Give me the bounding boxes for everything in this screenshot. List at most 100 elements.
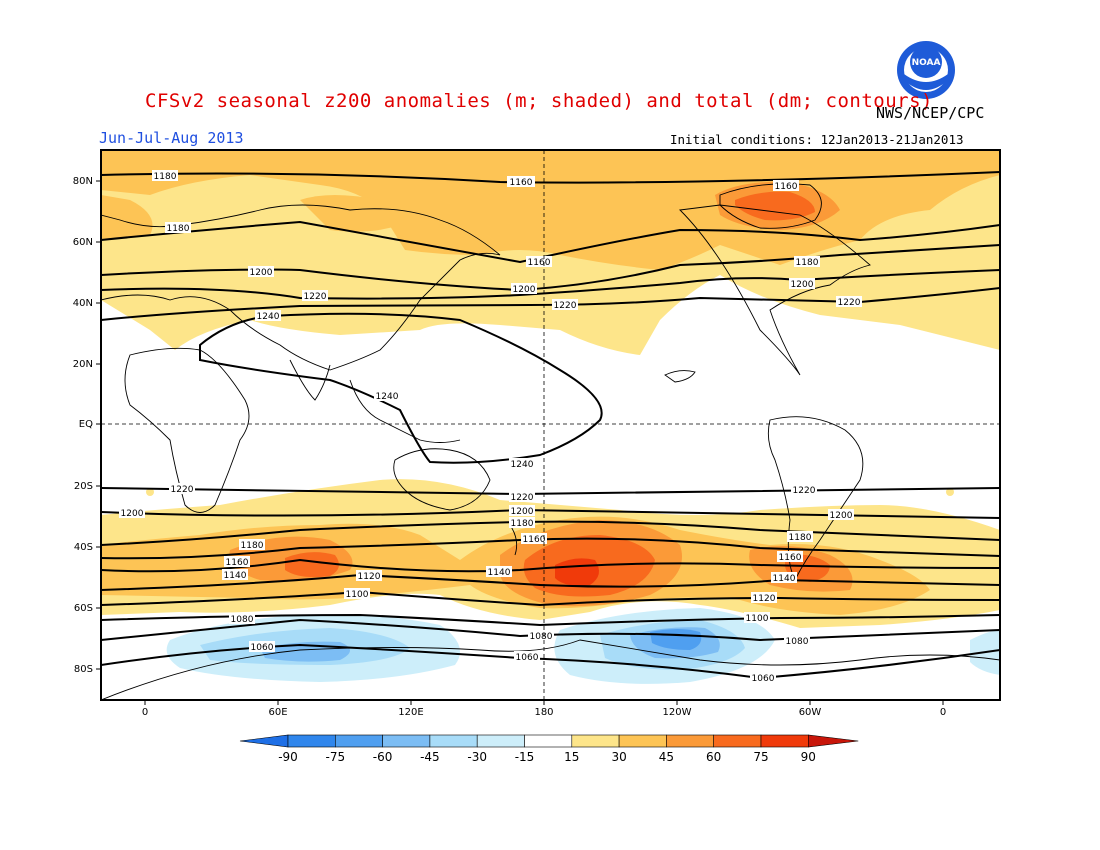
svg-text:1160: 1160 [523, 535, 546, 545]
contour-label-1160: 1160 [773, 180, 799, 192]
contour-label-1180: 1180 [239, 539, 265, 551]
colorbar-swatch [760, 734, 809, 748]
contour-label-1080: 1080 [229, 613, 255, 625]
contour-label-1140: 1140 [771, 572, 797, 584]
svg-text:1220: 1220 [511, 493, 534, 503]
svg-text:1180: 1180 [167, 224, 190, 234]
contour-label-1200: 1200 [789, 278, 815, 290]
noaa-logo-text: NOAA [912, 58, 941, 68]
lat-tick-80n: 80N [73, 176, 101, 187]
contour-label-1180: 1180 [794, 256, 820, 268]
contour-label-1220: 1220 [302, 290, 328, 302]
contour-label-1140: 1140 [486, 566, 512, 578]
svg-text:60E: 60E [268, 707, 287, 718]
lat-tick-60n: 60N [73, 237, 101, 248]
colorbar-label: 30 [611, 750, 626, 764]
svg-text:1220: 1220 [171, 485, 194, 495]
contour-label-1160: 1160 [224, 556, 250, 568]
svg-text:1200: 1200 [511, 507, 534, 517]
svg-text:80N: 80N [73, 176, 93, 187]
svg-text:60S: 60S [74, 603, 93, 614]
noaa-logo: NOAA [897, 41, 955, 99]
svg-text:40N: 40N [73, 298, 93, 309]
svg-text:1180: 1180 [789, 533, 812, 543]
colorbar-swatch [287, 734, 336, 748]
svg-text:1180: 1180 [796, 258, 819, 268]
contour-label-1240: 1240 [509, 458, 535, 470]
contour-label-1140: 1140 [222, 569, 248, 581]
contour-label-1200: 1200 [828, 509, 854, 521]
svg-text:1200: 1200 [121, 509, 144, 519]
contour-label-1200: 1200 [119, 507, 145, 519]
svg-text:1100: 1100 [746, 614, 769, 624]
svg-text:180: 180 [534, 707, 553, 718]
svg-text:1200: 1200 [513, 285, 536, 295]
svg-text:1180: 1180 [154, 172, 177, 182]
contour-label-1160: 1160 [507, 176, 535, 188]
colorbar: -90 -75 -60 -45 -30 -15 15 30 45 60 75 90 [239, 734, 859, 764]
colorbar-swatch [524, 734, 573, 748]
svg-text:1220: 1220 [554, 301, 577, 311]
svg-text:1200: 1200 [250, 268, 273, 278]
svg-text:EQ: EQ [79, 419, 93, 430]
contour-label-1160: 1160 [777, 551, 803, 563]
contour-label-1120: 1120 [751, 592, 777, 604]
contour-label-1220: 1220 [791, 484, 817, 496]
initial-conditions-label: Initial conditions: 12Jan2013-21Jan2013 [670, 132, 964, 147]
lat-tick-20s: 20S [74, 481, 101, 492]
colorbar-label: -45 [420, 750, 440, 764]
contour-labels: 1180 1160 1160 1180 1160 1180 1200 1200 … [119, 170, 862, 684]
lon-tick-0: 0 [142, 700, 148, 718]
svg-text:1120: 1120 [753, 594, 776, 604]
contour-label-1120: 1120 [356, 570, 382, 582]
colorbar-label: -60 [373, 750, 393, 764]
contour-label-1080: 1080 [784, 635, 810, 647]
svg-text:1160: 1160 [226, 558, 249, 568]
svg-text:1220: 1220 [838, 298, 861, 308]
contour-label-1200: 1200 [511, 283, 537, 295]
svg-text:40S: 40S [74, 542, 93, 553]
colorbar-label: -75 [325, 750, 345, 764]
colorbar-label: -30 [467, 750, 487, 764]
contour-label-1200: 1200 [248, 266, 274, 278]
svg-text:1240: 1240 [511, 460, 534, 470]
lat-tick-80s: 80S [74, 664, 101, 675]
plot-frame [100, 149, 1001, 701]
lat-tick-20n: 20N [73, 359, 101, 370]
colorbar-arrow-low [239, 734, 289, 748]
svg-text:120W: 120W [663, 707, 692, 718]
lat-tick-eq: EQ [79, 419, 101, 430]
colorbar-swatch [713, 734, 762, 748]
lat-tick-60s: 60S [74, 603, 101, 614]
svg-text:0: 0 [142, 707, 148, 718]
lon-tick-180: 180 [534, 700, 554, 718]
svg-text:1220: 1220 [304, 292, 327, 302]
lon-tick-120e: 120E [398, 700, 424, 718]
svg-text:1240: 1240 [376, 392, 399, 402]
svg-text:1160: 1160 [775, 182, 798, 192]
contour-label-1060: 1060 [249, 641, 275, 653]
svg-text:1240: 1240 [257, 312, 280, 322]
lon-axis: 0 60E 120E 180 120W 60W 0 [142, 700, 946, 718]
colorbar-label: 45 [659, 750, 674, 764]
svg-text:80S: 80S [74, 664, 93, 675]
lat-axis: 80N 60N 40N 20N EQ 20S 40S 60S 80S [73, 176, 101, 675]
contour-label-1180: 1180 [152, 170, 178, 182]
colorbar-arrow-high [807, 734, 859, 748]
svg-text:20N: 20N [73, 359, 93, 370]
contour-label-1180: 1180 [165, 222, 191, 234]
colorbar-swatch [666, 734, 715, 748]
lat-tick-40n: 40N [73, 298, 101, 309]
colorbar-label: 15 [564, 750, 579, 764]
svg-text:1140: 1140 [488, 568, 511, 578]
contour-label-1100: 1100 [744, 612, 770, 624]
svg-text:1060: 1060 [251, 643, 274, 653]
svg-text:1200: 1200 [791, 280, 814, 290]
colorbar-swatch [571, 734, 620, 748]
colorbar-swatch [476, 734, 525, 748]
svg-text:0: 0 [940, 707, 946, 718]
colorbar-swatch [618, 734, 667, 748]
contour-label-1220: 1220 [552, 299, 578, 311]
contour-label-1160: 1160 [521, 533, 547, 545]
